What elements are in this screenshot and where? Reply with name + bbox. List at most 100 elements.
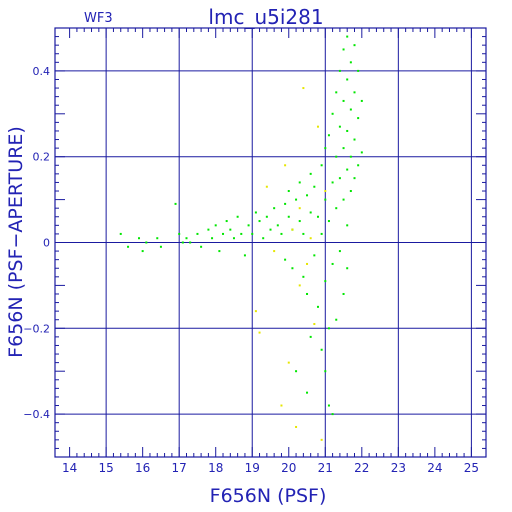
data-point <box>309 211 312 214</box>
x-tick-label: 14 <box>62 461 77 475</box>
x-tick-label: 15 <box>98 461 113 475</box>
data-point <box>342 198 345 201</box>
data-point <box>309 335 312 338</box>
data-point <box>145 241 148 244</box>
data-point <box>306 262 309 265</box>
data-point <box>295 370 298 373</box>
y-tick-label: 0 <box>43 237 50 250</box>
data-point <box>346 168 349 171</box>
data-point <box>324 280 327 283</box>
data-point <box>324 190 327 193</box>
data-point <box>357 117 360 120</box>
x-axis-label: F656N (PSF) <box>210 485 327 507</box>
data-point <box>273 207 276 210</box>
data-point <box>309 237 312 240</box>
data-point <box>327 404 330 407</box>
data-point <box>280 232 283 235</box>
data-point <box>298 284 301 287</box>
data-point <box>346 35 349 38</box>
y-tick-label: −0.2 <box>23 322 50 335</box>
x-tick-label: 17 <box>172 461 187 475</box>
data-point <box>181 241 184 244</box>
data-point <box>360 99 363 102</box>
data-point <box>316 215 319 218</box>
data-point <box>287 361 290 364</box>
data-point <box>331 262 334 265</box>
data-point <box>353 138 356 141</box>
data-point <box>178 232 181 235</box>
data-point <box>302 87 305 90</box>
x-tick-label: 16 <box>135 461 150 475</box>
data-point <box>127 245 130 248</box>
data-point <box>360 151 363 154</box>
data-point <box>320 232 323 235</box>
data-point <box>346 129 349 132</box>
data-point <box>200 245 203 248</box>
data-point <box>174 202 177 205</box>
data-point <box>320 164 323 167</box>
data-point <box>353 91 356 94</box>
data-point <box>349 190 352 193</box>
data-point <box>349 108 352 111</box>
data-point <box>258 331 261 334</box>
data-point <box>251 232 254 235</box>
corner-label: WF3 <box>84 11 113 26</box>
data-point <box>346 78 349 81</box>
data-point <box>342 147 345 150</box>
y-tick-label: 0.2 <box>33 151 51 164</box>
data-point <box>320 438 323 441</box>
data-point <box>269 228 272 231</box>
y-tick-label: 0.4 <box>33 65 51 78</box>
x-tick-label: 22 <box>354 461 369 475</box>
chart-title: lmc_u5i281 <box>208 5 323 29</box>
data-point <box>335 318 338 321</box>
data-point <box>306 391 309 394</box>
data-point <box>284 164 287 167</box>
data-point <box>316 305 319 308</box>
data-point <box>338 250 341 253</box>
data-point <box>357 164 360 167</box>
data-point <box>284 258 287 261</box>
data-point <box>342 292 345 295</box>
data-point <box>346 224 349 227</box>
data-point <box>302 232 305 235</box>
data-point <box>236 215 239 218</box>
data-point <box>298 181 301 184</box>
data-point <box>119 232 122 235</box>
data-point <box>265 185 268 188</box>
data-point <box>254 211 257 214</box>
data-point <box>306 194 309 197</box>
data-point <box>313 323 316 326</box>
data-point <box>342 99 345 102</box>
data-point <box>156 237 159 240</box>
data-point <box>353 44 356 47</box>
data-point <box>295 198 298 201</box>
data-point <box>331 112 334 115</box>
x-tick-label: 25 <box>464 461 479 475</box>
data-point <box>276 224 279 227</box>
x-tick-label: 19 <box>245 461 260 475</box>
data-point <box>138 237 141 240</box>
data-point <box>335 155 338 158</box>
data-point <box>338 177 341 180</box>
data-point <box>258 220 261 223</box>
data-point <box>346 267 349 270</box>
data-point <box>207 228 210 231</box>
data-point <box>331 413 334 416</box>
data-point <box>309 172 312 175</box>
data-point <box>302 275 305 278</box>
data-point <box>225 220 228 223</box>
y-axis-label: F656N (PSF−APERTURE) <box>5 126 27 358</box>
data-point <box>243 254 246 257</box>
data-point <box>324 198 327 201</box>
data-point <box>353 177 356 180</box>
data-point <box>284 202 287 205</box>
y-tick-label: −0.4 <box>23 408 50 421</box>
data-point <box>335 207 338 210</box>
data-point <box>189 241 192 244</box>
data-point <box>327 220 330 223</box>
data-point <box>254 310 257 313</box>
data-point <box>320 348 323 351</box>
data-point <box>324 370 327 373</box>
data-point <box>214 224 217 227</box>
